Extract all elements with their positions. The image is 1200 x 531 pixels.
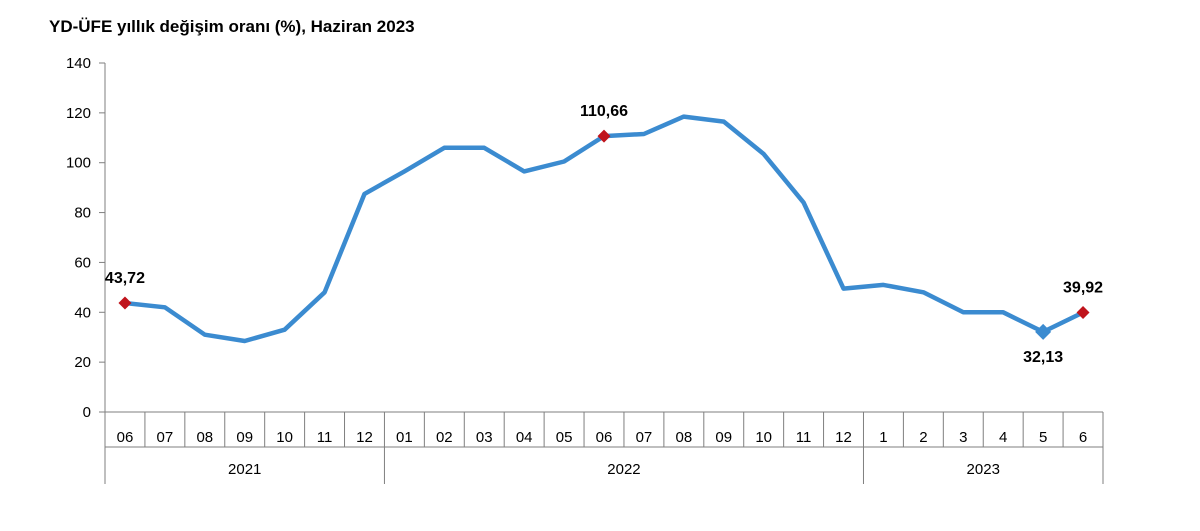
- y-tick-label: 40: [74, 304, 91, 321]
- y-tick-label: 140: [66, 55, 91, 72]
- x-tick-label: 06: [596, 429, 613, 446]
- chart-title: YD-ÜFE yıllık değişim oranı (%), Haziran…: [49, 17, 415, 36]
- point-marker: [597, 129, 611, 143]
- y-tick-label: 60: [74, 254, 91, 271]
- data-label: 43,72: [105, 270, 145, 287]
- point-marker: [1076, 305, 1090, 319]
- y-tick-label: 20: [74, 354, 91, 371]
- x-tick-label: 04: [516, 429, 533, 446]
- x-tick-label: 4: [999, 429, 1007, 446]
- x-tick-label: 06: [117, 429, 134, 446]
- x-tick-label: 07: [636, 429, 653, 446]
- x-tick-label: 3: [959, 429, 967, 446]
- x-tick-label: 08: [675, 429, 692, 446]
- x-tick-label: 02: [436, 429, 453, 446]
- group-label: 2023: [967, 461, 1000, 478]
- group-label: 2021: [228, 461, 261, 478]
- y-tick-label: 120: [66, 105, 91, 122]
- x-tick-label: 05: [556, 429, 573, 446]
- x-tick-label: 09: [236, 429, 253, 446]
- data-label: 39,92: [1063, 279, 1103, 296]
- x-tick-label: 10: [276, 429, 293, 446]
- x-tick-label: 2: [919, 429, 927, 446]
- x-tick-label: 1: [879, 429, 887, 446]
- x-tick-label: 5: [1039, 429, 1047, 446]
- point-marker: [118, 296, 132, 310]
- series-line: [122, 114, 1086, 344]
- x-tick-label: 08: [196, 429, 213, 446]
- y-tick-label: 80: [74, 205, 91, 222]
- x-tick-label: 01: [396, 429, 413, 446]
- x-tick-label: 12: [356, 429, 373, 446]
- x-tick-label: 12: [835, 429, 852, 446]
- x-tick-label: 6: [1079, 429, 1087, 446]
- x-tick-label: 10: [755, 429, 772, 446]
- x-tick-label: 07: [157, 429, 174, 446]
- data-label: 110,66: [580, 103, 628, 120]
- x-tick-label: 11: [796, 429, 812, 446]
- x-tick-label: 09: [715, 429, 732, 446]
- data-label: 32,13: [1023, 349, 1063, 366]
- group-label: 2022: [607, 461, 640, 478]
- x-tick-label: 11: [317, 429, 333, 446]
- point-marker: [1035, 323, 1052, 340]
- y-tick-label: 0: [83, 404, 91, 421]
- x-tick-label: 03: [476, 429, 493, 446]
- y-tick-label: 100: [66, 155, 91, 172]
